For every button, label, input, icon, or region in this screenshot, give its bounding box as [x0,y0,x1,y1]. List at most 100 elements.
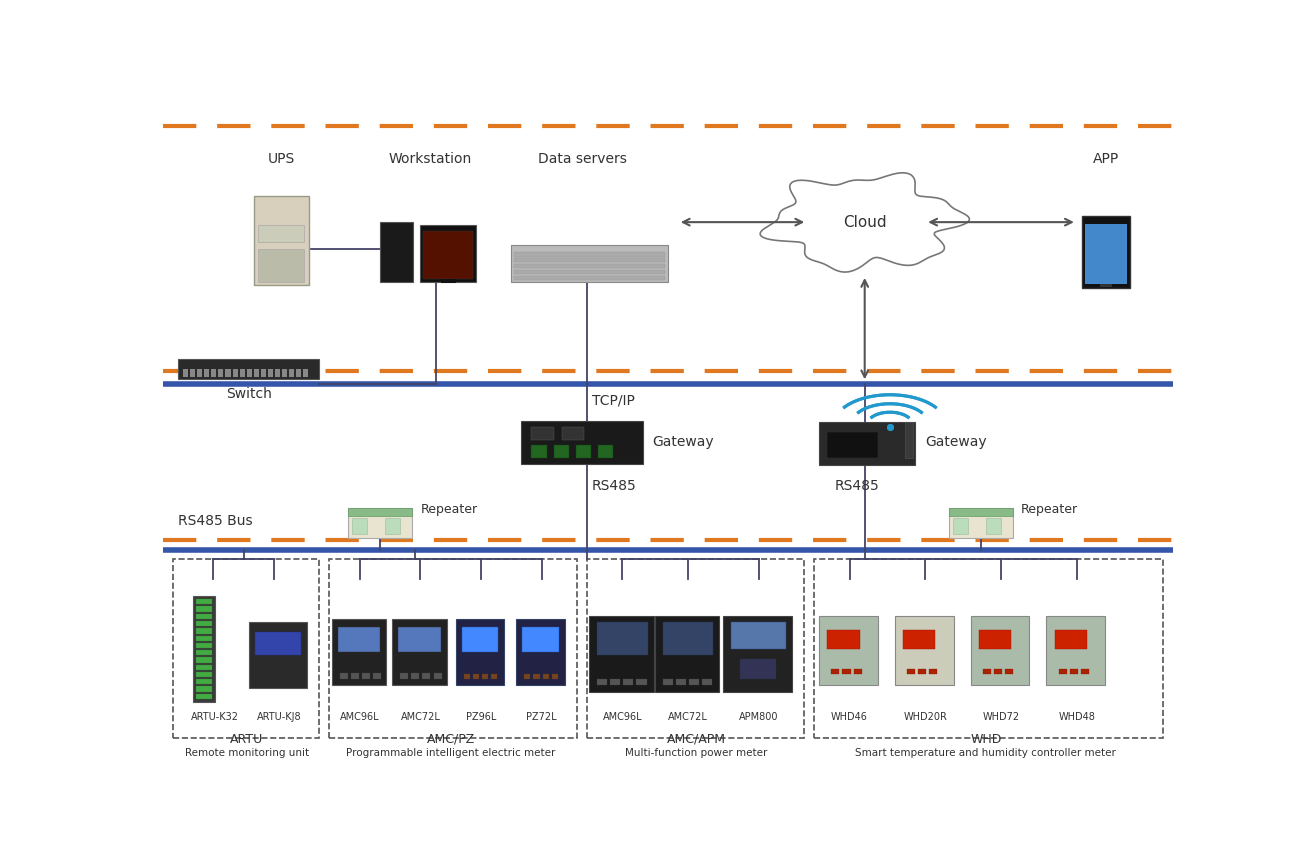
Bar [491,674,498,679]
Text: AMC/PZ: AMC/PZ [426,733,474,746]
Bar [986,518,1001,534]
Bar [820,422,915,465]
Bar [421,225,476,282]
Text: Smart temperature and humidity controller meter: Smart temperature and humidity controlle… [856,747,1117,758]
Bar [205,369,210,377]
Bar [197,672,212,677]
Bar [254,369,259,377]
Polygon shape [760,173,969,272]
Bar [399,627,440,652]
Text: UPS: UPS [267,152,294,166]
Bar [1058,668,1067,674]
Bar [982,668,992,674]
Text: AMC96L: AMC96L [340,711,379,722]
Bar [731,622,786,649]
Bar [542,674,549,679]
Bar [482,674,489,679]
Bar [820,616,878,685]
Bar [588,559,804,738]
Bar [515,264,665,268]
Text: ARTU-KJ8: ARTU-KJ8 [257,711,301,722]
Text: ARTU: ARTU [231,733,263,746]
Bar [331,619,386,685]
Bar [1085,224,1127,283]
Bar [907,668,915,674]
Bar [351,673,358,679]
Bar [598,445,614,458]
Bar [258,225,304,242]
Bar [255,632,301,655]
Bar [179,359,319,379]
Text: Programmable intelligent electric meter: Programmable intelligent electric meter [347,747,555,758]
Bar [197,613,212,619]
Text: RS485: RS485 [592,479,637,493]
Bar [412,673,420,679]
Bar [610,679,620,685]
Bar [337,627,380,652]
Bar [197,686,212,691]
Bar [949,508,1014,538]
Bar [173,559,319,738]
Bar [197,628,212,634]
Text: Remote monitoring unit: Remote monitoring unit [185,747,309,758]
Text: ARTU-K32: ARTU-K32 [192,711,240,722]
Text: RS485 Bus: RS485 Bus [179,514,253,527]
Bar [663,679,672,685]
Bar [1070,668,1078,674]
Bar [895,616,954,685]
Bar [689,679,700,685]
Bar [434,673,442,679]
Bar [562,427,584,440]
Bar [516,619,564,685]
Bar [1054,631,1087,649]
Bar [193,596,215,702]
Bar [515,276,665,280]
Bar [523,627,559,652]
Bar [929,668,937,674]
Text: Multi-function power meter: Multi-function power meter [625,747,767,758]
Bar [197,650,212,655]
Text: PZ96L: PZ96L [465,711,496,722]
Text: Gateway: Gateway [925,436,986,449]
Bar [352,518,367,534]
Text: TCP/IP: TCP/IP [592,393,635,407]
Bar [422,673,430,679]
Bar [979,631,1011,649]
Text: WHD: WHD [971,733,1002,746]
Bar [906,422,913,458]
Bar [515,258,665,263]
Bar [386,518,400,534]
Text: WHD72: WHD72 [982,711,1019,722]
Bar [225,369,231,377]
Bar [532,427,554,440]
Bar [197,643,212,648]
Bar [521,421,642,464]
Text: Cloud: Cloud [843,215,886,229]
Bar [211,369,216,377]
Bar [197,369,202,377]
Text: AMC72L: AMC72L [668,711,708,722]
Bar [903,631,936,649]
Bar [380,222,413,282]
Text: RS485: RS485 [834,479,880,493]
Bar [392,619,447,685]
Bar [831,668,839,674]
Text: AMC72L: AMC72L [400,711,440,722]
Text: WHD46: WHD46 [831,711,868,722]
Text: APM800: APM800 [739,711,778,722]
Text: Switch: Switch [225,387,271,401]
Bar [597,622,648,655]
Bar [949,508,1014,515]
Bar [814,559,1162,738]
Bar [275,369,280,377]
Bar [190,369,195,377]
Bar [994,668,1002,674]
Bar [827,432,878,458]
Text: Gateway: Gateway [653,436,714,449]
Bar [296,369,301,377]
Bar [423,231,473,279]
Bar [1081,216,1130,289]
Bar [232,369,237,377]
Bar [554,445,569,458]
Bar [654,616,719,691]
